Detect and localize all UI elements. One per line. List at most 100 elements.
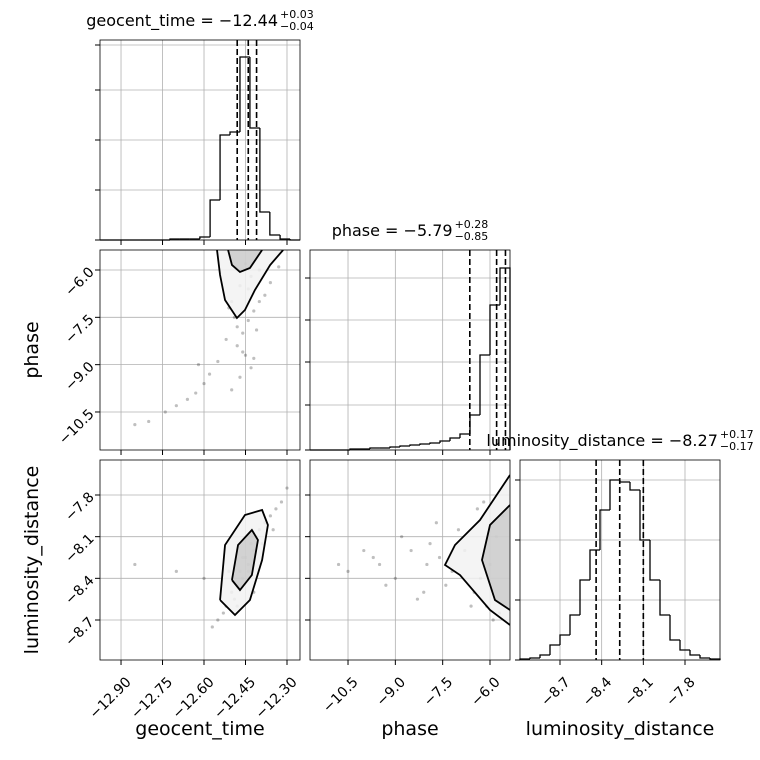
x-tick-label: −8.1	[622, 674, 657, 709]
sample-point	[243, 353, 248, 357]
sample-point	[174, 569, 178, 573]
histogram-step	[219, 134, 231, 200]
sample-point	[252, 356, 256, 360]
sample-point	[268, 514, 273, 518]
y-tick-label: −9.0	[62, 359, 97, 394]
sample-point	[235, 344, 239, 348]
histogram-step	[249, 57, 260, 129]
sample-point	[336, 562, 341, 567]
y-tick-label: −7.5	[62, 312, 97, 347]
panel-frame	[519, 459, 721, 661]
plot-area	[336, 474, 510, 626]
sample-point	[202, 381, 206, 386]
panel: geocent_time = −12.44 +0.03−0.04	[86, 8, 314, 245]
sample-point	[425, 562, 429, 567]
histogram-step	[629, 482, 640, 491]
histogram-step	[369, 447, 380, 449]
histogram-step	[609, 479, 620, 510]
x-axis-label: geocent_time	[135, 718, 264, 740]
plot-area	[133, 250, 284, 427]
histogram-step	[679, 640, 690, 651]
x-tick-label: −8.4	[580, 674, 615, 709]
sample-point	[377, 562, 382, 567]
sample-point	[207, 372, 212, 376]
sample-point	[384, 583, 388, 587]
title-upper: +0.28	[455, 218, 489, 231]
sample-point	[456, 528, 461, 532]
x-tick-label: −12.45	[211, 674, 259, 722]
histogram-step	[559, 634, 570, 645]
histogram-step	[649, 540, 660, 581]
sample-point	[371, 555, 375, 560]
title-lower: −0.85	[455, 230, 489, 243]
histogram-step	[429, 442, 440, 444]
sample-point	[241, 331, 245, 335]
sample-point	[147, 419, 151, 424]
x-axis-label: phase	[381, 718, 438, 740]
sample-point	[216, 618, 220, 622]
sample-point	[235, 325, 239, 329]
sample-point	[346, 569, 350, 573]
sample-point	[210, 625, 214, 629]
histogram-step	[599, 509, 610, 550]
histogram-step	[489, 304, 500, 355]
sample-point	[163, 410, 167, 414]
panel-title: phase = −5.79	[332, 221, 453, 240]
histogram-step	[469, 414, 480, 434]
histogram-step	[569, 614, 580, 635]
sample-point	[482, 500, 486, 504]
histogram-step	[549, 644, 560, 655]
histogram-step	[269, 212, 281, 236]
histogram-step	[529, 657, 540, 659]
sample-point	[133, 423, 137, 427]
x-tick-label: −7.8	[663, 674, 698, 709]
y-tick-label: −8.4	[62, 573, 97, 608]
panel-frame	[99, 249, 301, 451]
x-tick-label: −9.0	[374, 674, 409, 709]
histogram-step	[199, 236, 211, 239]
panel: −12.90−12.75−12.60−12.45−12.30 −8.7 −8.4 −8…	[62, 459, 301, 722]
histogram-step	[579, 579, 590, 615]
histogram-step	[239, 56, 250, 132]
panel-title: luminosity_distance = −8.27	[486, 431, 717, 451]
y-axis-label: luminosity_distance	[21, 466, 43, 655]
sample-point	[224, 337, 228, 342]
panel-frame	[309, 459, 511, 661]
panel: phase = −5.79 +0.28−0.85	[305, 218, 511, 455]
sample-point	[174, 404, 178, 408]
sample-point	[254, 328, 259, 332]
histogram-step	[479, 354, 490, 415]
histogram-step	[689, 650, 700, 656]
sample-point	[249, 366, 253, 370]
title-lower: −0.04	[280, 20, 314, 33]
histogram-step	[639, 490, 650, 541]
sample-point	[133, 562, 137, 567]
sample-point	[285, 486, 289, 490]
histogram-step	[439, 440, 450, 443]
sample-point	[238, 375, 242, 379]
sample-point	[409, 548, 413, 553]
y-tick-label: −8.1	[62, 531, 97, 566]
histogram-step	[229, 131, 240, 135]
sample-point	[274, 507, 278, 511]
x-tick-label: −12.30	[253, 674, 301, 722]
x-tick-label: −8.7	[538, 674, 573, 709]
x-tick-label: −6.0	[468, 674, 503, 709]
contour	[231, 528, 259, 592]
sample-point	[475, 507, 479, 511]
histogram-step	[589, 549, 600, 580]
sample-point	[277, 265, 281, 269]
sample-point	[263, 293, 267, 297]
sample-point	[428, 542, 432, 546]
panel: −10.5 −9.0 −7.5 −6.0	[56, 249, 301, 455]
panel-title: geocent_time = −12.44	[86, 11, 278, 31]
sample-point	[271, 528, 275, 532]
sample-point	[257, 299, 261, 304]
sample-point	[415, 597, 420, 601]
sample-point	[221, 611, 225, 615]
sample-point	[241, 350, 245, 354]
sample-point	[185, 397, 190, 401]
sample-point	[202, 576, 206, 580]
histogram-step	[279, 235, 291, 240]
